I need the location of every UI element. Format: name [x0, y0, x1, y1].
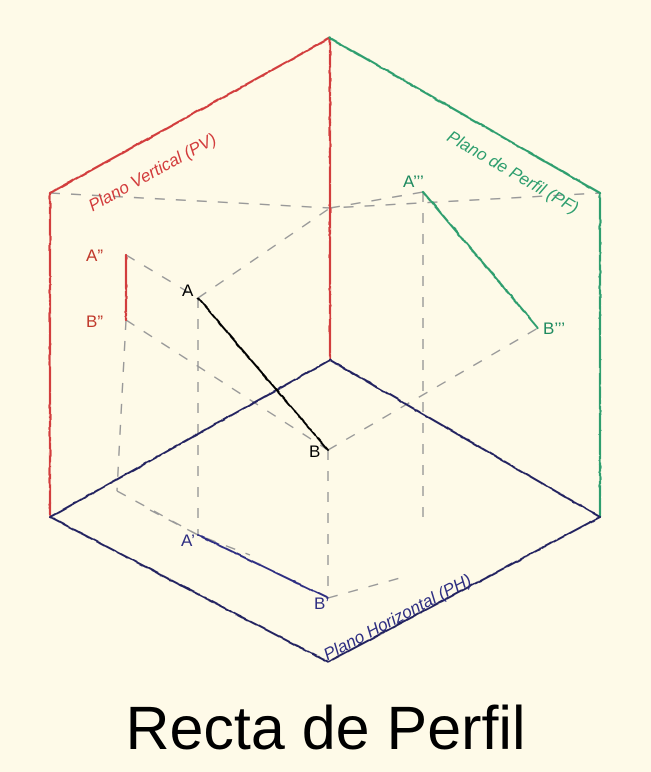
- svg-text:Plano Vertical (PV): Plano Vertical (PV): [85, 129, 219, 215]
- svg-text:A: A: [182, 281, 194, 300]
- svg-text:B”: B”: [86, 312, 103, 331]
- svg-text:B: B: [309, 442, 320, 461]
- svg-text:A”: A”: [86, 246, 103, 265]
- svg-text:A’: A’: [181, 531, 195, 550]
- svg-text:Plano Horizontal (PH): Plano Horizontal (PH): [320, 570, 474, 664]
- svg-text:Plano de Perfil (PF): Plano de Perfil (PF): [444, 127, 582, 218]
- svg-text:A’’’: A’’’: [403, 172, 424, 191]
- svg-text:B’’’: B’’’: [543, 319, 565, 338]
- svg-text:B’: B’: [314, 594, 329, 613]
